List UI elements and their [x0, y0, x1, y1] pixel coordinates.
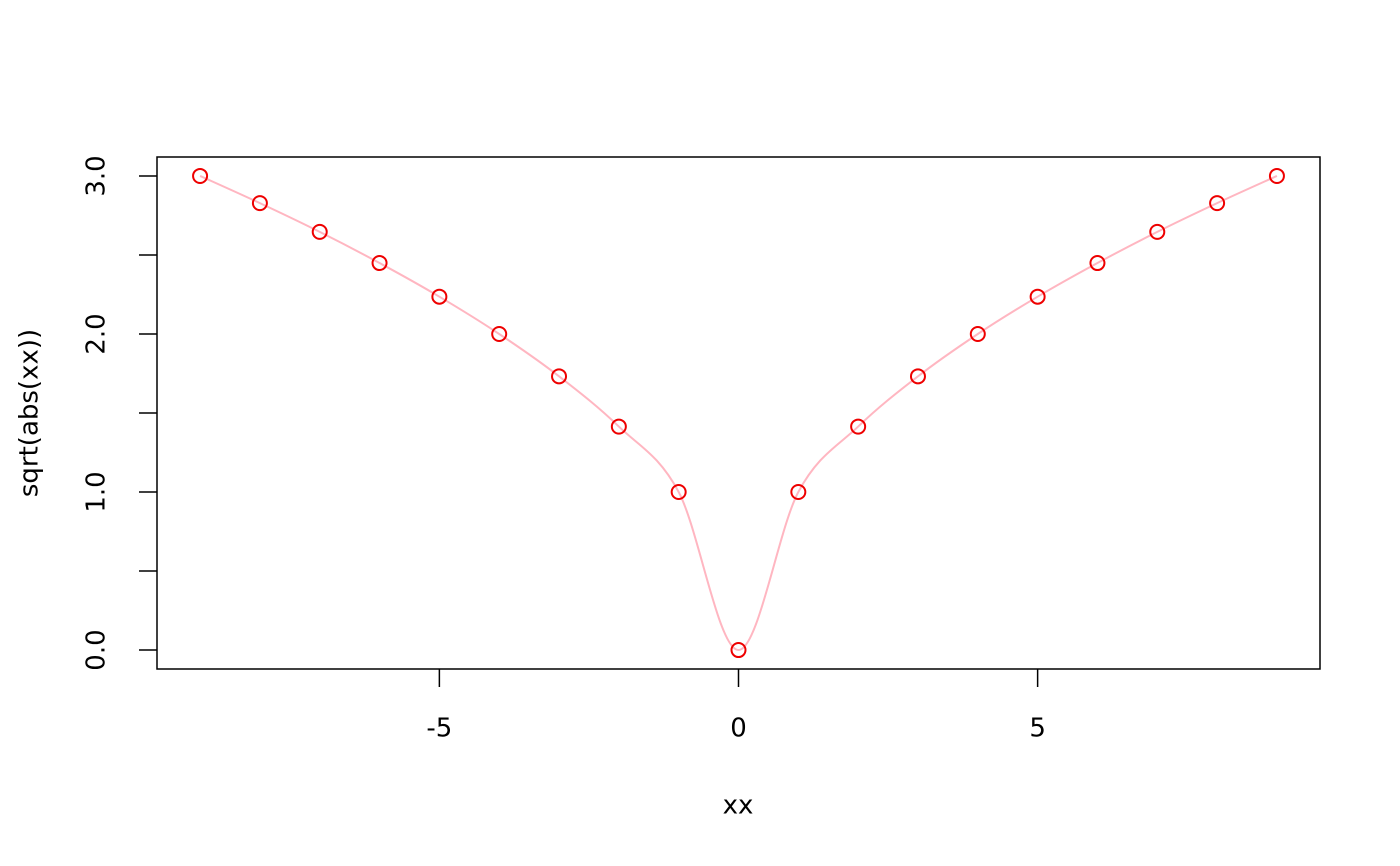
x-tick-label: -5 [426, 714, 452, 744]
y-tick-label: 0.0 [82, 629, 112, 670]
x-tick-label: 0 [730, 714, 747, 744]
point [1268, 167, 1285, 184]
point [670, 484, 687, 501]
smooth-line [199, 175, 1278, 652]
y-tick-label: 2.0 [82, 313, 112, 354]
point [1029, 288, 1046, 305]
plot-frame [156, 156, 1321, 670]
point [431, 288, 448, 305]
x-axis-title: xx [723, 791, 754, 821]
x-tick-label: 5 [1029, 714, 1046, 744]
y-tick-label: 3.0 [82, 155, 112, 196]
point [1209, 195, 1226, 212]
point [730, 642, 747, 659]
point [311, 223, 328, 240]
point [850, 418, 867, 435]
point [371, 255, 388, 272]
point [969, 325, 986, 342]
point [1149, 223, 1166, 240]
point [192, 167, 209, 184]
point [491, 325, 508, 342]
point [610, 418, 627, 435]
y-tick-label: 1.0 [82, 471, 112, 512]
point [790, 484, 807, 501]
point [909, 368, 926, 385]
point [1089, 255, 1106, 272]
point [251, 195, 268, 212]
point [551, 368, 568, 385]
y-axis-title: sqrt(abs(xx)) [15, 329, 45, 497]
